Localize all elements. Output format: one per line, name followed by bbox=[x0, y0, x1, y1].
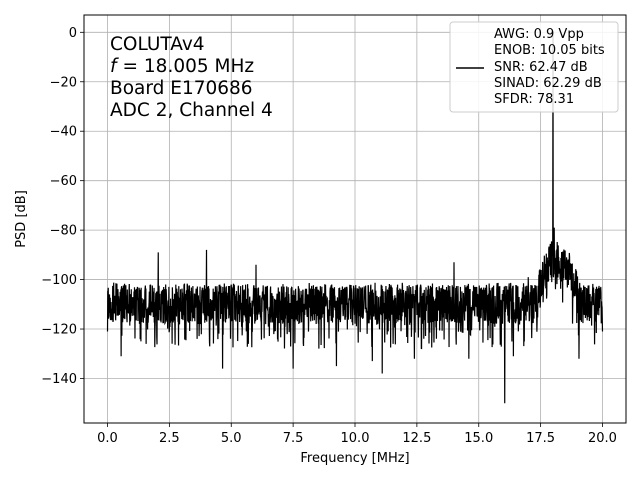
x-tick-label: 5.0 bbox=[221, 431, 242, 446]
x-axis-label: Frequency [MHz] bbox=[300, 451, 409, 466]
x-tick-label: 2.5 bbox=[159, 431, 180, 446]
x-tick-label: 15.0 bbox=[464, 431, 493, 446]
frequency-value: = 18.005 MHz bbox=[123, 56, 255, 77]
y-tick-label: −120 bbox=[41, 323, 77, 338]
x-tick-label: 10.0 bbox=[341, 431, 370, 446]
x-tick-label: 7.5 bbox=[283, 431, 304, 446]
x-tick-label: 0.0 bbox=[97, 431, 118, 446]
legend-line-1: AWG: 0.9 Vpp bbox=[494, 27, 584, 42]
annotation-line-3: Board E170686 bbox=[110, 78, 253, 99]
y-tick-label: −40 bbox=[50, 125, 77, 140]
series-layer bbox=[106, 32, 604, 404]
annotation-block: COLUTAv4 f = 18.005 MHz Board E170686 ADC… bbox=[110, 34, 273, 121]
legend-line-2: ENOB: 10.05 bits bbox=[494, 43, 605, 58]
y-ticks: 0 −20 −40 −60 −80 −100 −120 −140 bbox=[41, 26, 84, 387]
psd-series-line bbox=[106, 32, 604, 404]
x-tick-label: 20.0 bbox=[588, 431, 617, 446]
legend-line-5: SFDR: 78.31 bbox=[494, 92, 574, 107]
y-tick-label: −60 bbox=[50, 174, 77, 189]
legend-box bbox=[449, 21, 619, 113]
y-tick-label: −140 bbox=[41, 372, 77, 387]
y-tick-label: −100 bbox=[41, 273, 77, 288]
y-tick-label: −80 bbox=[50, 224, 77, 239]
legend-line-4: SINAD: 62.29 dB bbox=[494, 76, 602, 91]
legend-line-3: SNR: 62.47 dB bbox=[494, 60, 588, 75]
legend: AWG: 0.9 Vpp ENOB: 10.05 bits SNR: 62.47… bbox=[449, 21, 619, 113]
x-tick-label: 17.5 bbox=[526, 431, 555, 446]
y-axis-label: PSD [dB] bbox=[14, 190, 29, 248]
x-tick-label: 12.5 bbox=[402, 431, 431, 446]
frequency-symbol: f bbox=[110, 56, 119, 77]
annotation-line-4: ADC 2, Channel 4 bbox=[110, 100, 273, 121]
y-tick-label: −20 bbox=[50, 75, 77, 90]
annotation-line-1: COLUTAv4 bbox=[110, 34, 205, 55]
annotation-line-2: f = 18.005 MHz bbox=[110, 56, 254, 77]
y-tick-label: 0 bbox=[69, 26, 77, 41]
x-ticks: 0.0 2.5 5.0 7.5 10.0 12.5 15.0 17.5 20.0 bbox=[97, 423, 617, 446]
